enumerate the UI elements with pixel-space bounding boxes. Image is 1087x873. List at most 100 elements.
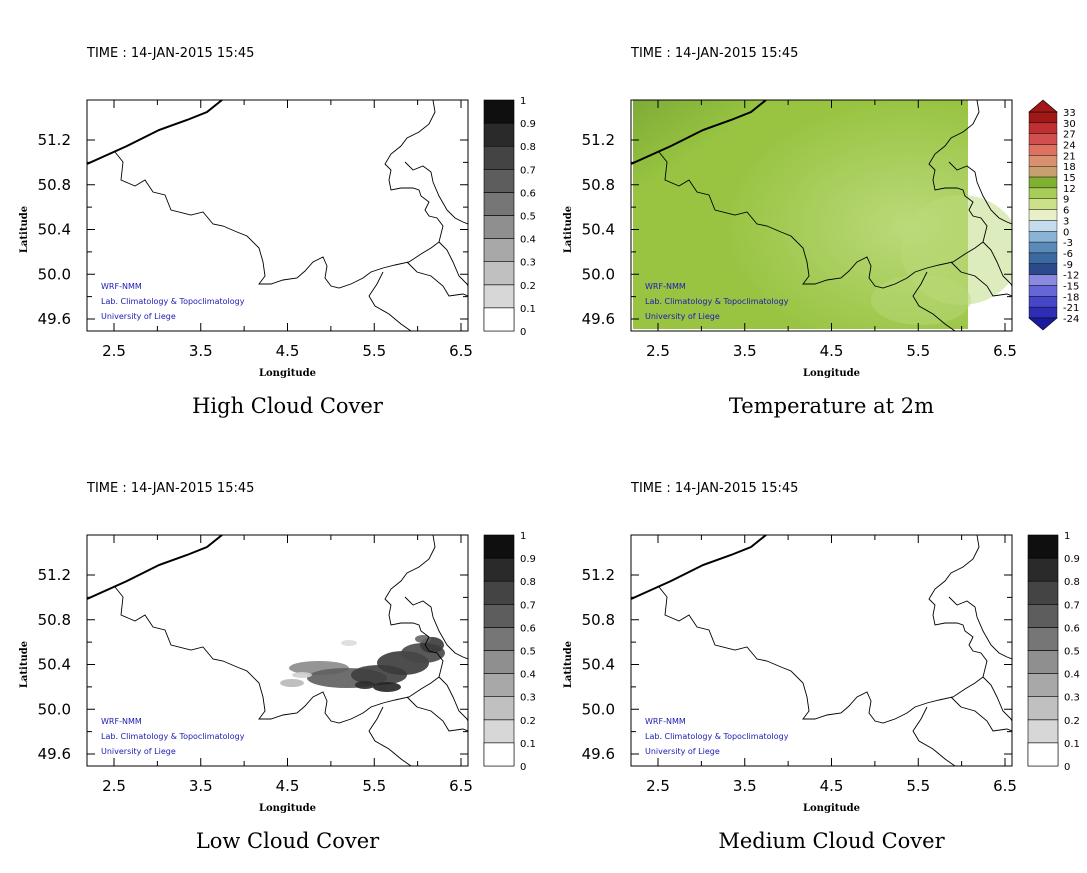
colorbar-tick-label: 6 xyxy=(1063,206,1069,217)
colorbar-swatch xyxy=(1028,306,1058,319)
colorbar-tick-label: 15 xyxy=(1063,173,1076,184)
colorbar-swatch xyxy=(1027,696,1059,721)
colorbar-tick-label: 0 xyxy=(520,327,526,338)
y-tick-label: 50.4 xyxy=(582,221,615,239)
y-tick-label: 50.0 xyxy=(38,700,71,718)
x-tick-label: 2.5 xyxy=(646,342,670,360)
x-tick-label: 6.5 xyxy=(449,777,473,795)
colorbar-swatch xyxy=(1028,220,1058,232)
colorbar-tick-label: 0.9 xyxy=(520,554,536,565)
x-tick-label: 2.5 xyxy=(646,777,670,795)
colorbar-tick-label: -18 xyxy=(1063,292,1079,303)
colorbar-tick-label: 0.3 xyxy=(1064,693,1080,704)
colorbar-swatch xyxy=(1028,274,1058,286)
colorbar-swatch xyxy=(1028,187,1058,199)
y-tick-label: 49.6 xyxy=(38,745,71,763)
x-axis-label: Longitude xyxy=(259,803,316,814)
colorbar-swatch xyxy=(1027,557,1059,582)
coastline xyxy=(87,535,223,600)
colorbar-tick-label: 0.2 xyxy=(1064,716,1080,727)
y-tick-label: 51.2 xyxy=(582,566,615,584)
colorbar-tick-label: 33 xyxy=(1063,108,1076,119)
colorbar-tick-label: -6 xyxy=(1063,249,1073,260)
panel-temperature: TIME : 14-JAN-2015 15:45 WRF-NMM Lab. Clim… xyxy=(563,46,1079,418)
colorbar-swatch xyxy=(483,627,515,651)
y-tick-label: 51.2 xyxy=(38,131,71,149)
x-tick-label: 2.5 xyxy=(102,777,126,795)
x-axis-label: Longitude xyxy=(803,368,860,379)
x-tick-label: 2.5 xyxy=(102,342,126,360)
colorbar-swatch xyxy=(1027,650,1059,674)
colorbar-tick-label: 0.3 xyxy=(520,693,536,704)
y-axis-label: Latitude xyxy=(19,206,30,253)
panel-low-cloud: TIME : 14-JAN-2015 15:45 WRF-NMM Lab. Clim… xyxy=(19,481,536,853)
y-axis-label: Latitude xyxy=(563,641,574,688)
border-outline xyxy=(658,535,988,724)
cloud-patch xyxy=(355,681,375,689)
y-tick-label: 50.8 xyxy=(582,611,615,629)
colorbar-tick-label: 12 xyxy=(1063,184,1076,195)
colorbar: 1 0.9 0.8 0.7 0.6 0.5 0.4 0.3 0.2 0.1 0 xyxy=(1027,531,1080,773)
colorbar-swatch xyxy=(1027,580,1059,605)
colorbar-tick-label: 30 xyxy=(1063,119,1076,130)
colorbar-tick-label: -15 xyxy=(1063,281,1079,292)
x-tick-label: 4.5 xyxy=(276,777,300,795)
colorbar-tick-label: 0.7 xyxy=(520,600,536,611)
panel-title: Low Cloud Cover xyxy=(196,829,380,853)
border-outline xyxy=(368,271,412,331)
plot-frame xyxy=(86,534,469,767)
y-tick-label: 50.0 xyxy=(38,265,71,283)
colorbar-swatch xyxy=(483,169,515,193)
y-tick-label: 50.0 xyxy=(582,700,615,718)
colorbar-tick-label: 0.2 xyxy=(520,716,536,727)
colorbar-tick-label: 0.2 xyxy=(520,281,536,292)
colorbar: 33302724211815129630-3-6-9-12-15-18-21-2… xyxy=(1028,99,1079,331)
watermark-line: University of Liege xyxy=(101,747,176,756)
colorbar-tick-label: 18 xyxy=(1063,162,1076,173)
y-axis-label: Latitude xyxy=(19,641,30,688)
colorbar-tick-label: 0.5 xyxy=(1064,647,1080,658)
colorbar-swatch xyxy=(1028,252,1058,264)
colorbar-swatch xyxy=(1028,122,1058,134)
watermark-line: University of Liege xyxy=(101,312,176,321)
colorbar-swatch xyxy=(1027,534,1059,559)
colorbar-swatch xyxy=(483,261,515,286)
watermark-line: Lab. Climatology & Topoclimatology xyxy=(645,297,789,306)
colorbar-tick-label: 0.7 xyxy=(520,165,536,176)
cloud-patch xyxy=(373,682,401,692)
y-tick-label: 50.0 xyxy=(582,265,615,283)
time-label: TIME : 14-JAN-2015 15:45 xyxy=(86,481,254,496)
plot-frame xyxy=(630,99,1013,332)
x-tick-label: 5.5 xyxy=(906,342,930,360)
x-tick-label: 3.5 xyxy=(733,777,757,795)
colorbar-swatch xyxy=(483,696,515,721)
x-tick-label: 5.5 xyxy=(906,777,930,795)
colorbar-tick-label: 0 xyxy=(1063,227,1069,238)
colorbar-swatch xyxy=(483,534,515,559)
x-tick-label: 3.5 xyxy=(733,342,757,360)
colorbar-tick-label: 0.3 xyxy=(520,258,536,269)
time-label: TIME : 14-JAN-2015 15:45 xyxy=(630,46,798,61)
x-tick-label: 4.5 xyxy=(820,342,844,360)
colorbar-tick-label: 21 xyxy=(1063,151,1076,162)
watermark-line: WRF-NMM xyxy=(645,717,686,726)
map-plot: WRF-NMM Lab. Climatology & Topoclimatolog… xyxy=(630,534,1013,767)
colorbar-swatch xyxy=(1028,231,1058,243)
colorbar-tick-label: -12 xyxy=(1063,271,1079,282)
border-outline xyxy=(406,696,468,732)
watermark-line: WRF-NMM xyxy=(101,717,142,726)
colorbar-swatch xyxy=(1028,209,1058,221)
border-outline xyxy=(948,596,1012,660)
cloud-patch xyxy=(341,640,357,646)
plot-frame xyxy=(630,534,1013,767)
colorbar-tick-label: 0.4 xyxy=(520,235,536,246)
colorbar-swatch xyxy=(1027,673,1059,698)
y-tick-label: 50.4 xyxy=(582,656,615,674)
colorbar-swatch xyxy=(483,145,515,170)
panel-title: Medium Cloud Cover xyxy=(718,829,945,853)
y-tick-label: 49.6 xyxy=(38,310,71,328)
colorbar-swatch xyxy=(1028,144,1058,156)
colorbar-swatch xyxy=(1028,285,1058,297)
